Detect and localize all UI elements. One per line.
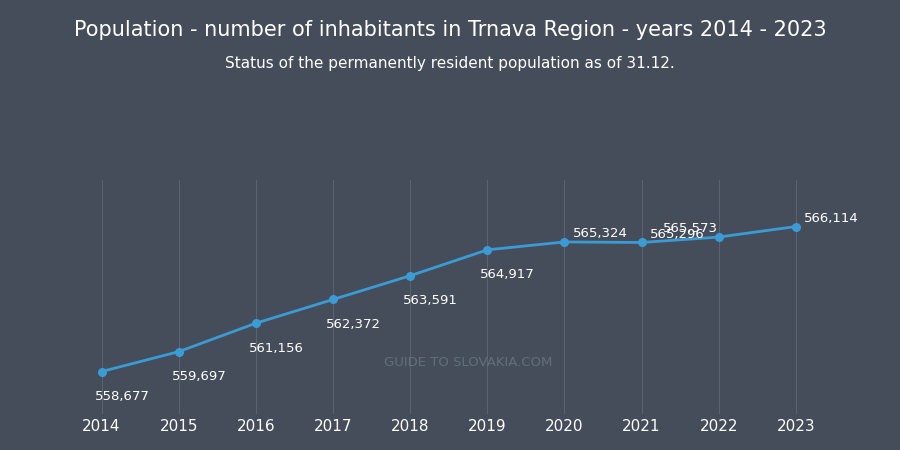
Text: 561,156: 561,156 bbox=[249, 342, 304, 355]
Text: Population - number of inhabitants in Trnava Region - years 2014 - 2023: Population - number of inhabitants in Tr… bbox=[74, 20, 826, 40]
Text: Status of the permanently resident population as of 31.12.: Status of the permanently resident popul… bbox=[225, 56, 675, 71]
Text: 562,372: 562,372 bbox=[326, 318, 381, 331]
Text: GUIDE TO SLOVAKIA.COM: GUIDE TO SLOVAKIA.COM bbox=[383, 356, 553, 369]
Text: 563,591: 563,591 bbox=[403, 294, 458, 307]
Text: 565,324: 565,324 bbox=[572, 227, 627, 240]
Text: 564,917: 564,917 bbox=[481, 268, 536, 281]
Text: 565,573: 565,573 bbox=[663, 222, 718, 235]
Text: 559,697: 559,697 bbox=[172, 370, 227, 383]
Text: 565,296: 565,296 bbox=[650, 228, 705, 241]
Text: 566,114: 566,114 bbox=[805, 212, 859, 225]
Text: 558,677: 558,677 bbox=[94, 390, 149, 403]
